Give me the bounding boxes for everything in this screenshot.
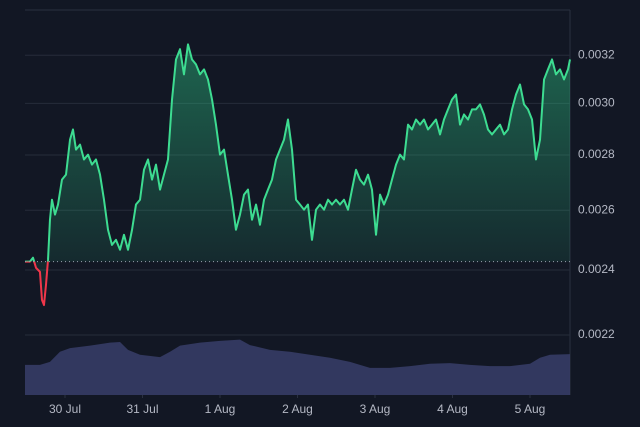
- labels: 0.0022 0.0024 0.0026 0.0028 0.0030 0.0032 30 J…: [49, 47, 615, 416]
- y-tick-label: 0.0022: [578, 327, 615, 341]
- x-tick-label: 1 Aug: [205, 402, 236, 416]
- price-layer: [25, 43, 571, 307]
- y-tick-label: 0.0028: [578, 147, 615, 161]
- x-tick-label: 4 Aug: [437, 402, 468, 416]
- x-tick-label: 3 Aug: [360, 402, 391, 416]
- volume-layer: [25, 339, 570, 395]
- x-tick-label: 2 Aug: [282, 402, 313, 416]
- x-tick-label: 30 Jul: [49, 402, 81, 416]
- y-tick-label: 0.0030: [578, 96, 615, 110]
- y-tick-label: 0.0024: [578, 262, 615, 276]
- y-tick-label: 0.0032: [578, 47, 615, 61]
- volume-area: [25, 339, 570, 395]
- y-tick-label: 0.0026: [578, 202, 615, 216]
- price-line: [25, 43, 571, 307]
- x-tick-label: 31 Jul: [126, 402, 158, 416]
- x-tick-label: 5 Aug: [515, 402, 546, 416]
- price-area: [25, 44, 570, 306]
